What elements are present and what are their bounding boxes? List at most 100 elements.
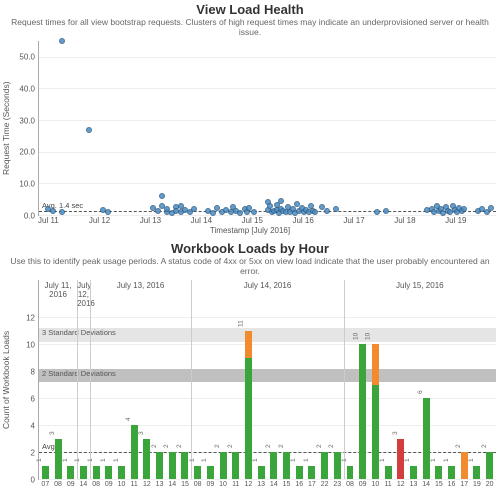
bar-hour-label: 15 bbox=[435, 481, 443, 488]
bar-segment bbox=[435, 466, 442, 479]
bar-segment bbox=[207, 466, 214, 479]
bar: 111 bbox=[385, 466, 392, 479]
bar: 210 bbox=[220, 452, 227, 479]
bar-hour-label: 13 bbox=[410, 481, 418, 488]
y-tick: 10.0 bbox=[19, 180, 35, 189]
bar-hour-label: 11 bbox=[384, 481, 391, 488]
bar-value-label: 3 bbox=[392, 431, 399, 435]
bar-segment bbox=[93, 466, 100, 479]
bar: 108 bbox=[194, 466, 201, 479]
bar-value-label: 3 bbox=[49, 431, 56, 435]
bar-value-label: 1 bbox=[430, 458, 437, 462]
bar: 117 bbox=[308, 466, 315, 479]
y-tick: 10 bbox=[26, 340, 35, 349]
date-header: July 13, 2016 bbox=[90, 282, 192, 291]
bar-value-label: 1 bbox=[87, 458, 94, 462]
bar-hour-label: 07 bbox=[41, 481, 49, 488]
bar-value-label: 6 bbox=[417, 391, 424, 395]
data-point bbox=[383, 208, 389, 214]
y-tick: 6 bbox=[31, 394, 35, 403]
y-tick: 12 bbox=[26, 313, 35, 322]
data-point bbox=[59, 38, 65, 44]
bar-hour-label: 08 bbox=[346, 481, 354, 488]
date-separator bbox=[77, 280, 78, 479]
date-separator bbox=[344, 280, 345, 479]
bar: 308 bbox=[55, 439, 62, 479]
data-point bbox=[312, 209, 318, 215]
bar-segment bbox=[105, 466, 112, 479]
bar-value-label: 2 bbox=[151, 444, 158, 448]
bar-hour-label: 16 bbox=[448, 481, 456, 488]
date-header: July 14, 2016 bbox=[191, 282, 343, 291]
bar-hour-label: 08 bbox=[92, 481, 100, 488]
bar-hour-label: 22 bbox=[321, 481, 329, 488]
y-axis-label: Count of Workbook Loads bbox=[0, 280, 12, 480]
bar-value-label: 2 bbox=[278, 444, 285, 448]
bar-hour-label: 12 bbox=[245, 481, 253, 488]
bar-segment bbox=[80, 466, 87, 479]
bar: 211 bbox=[232, 452, 239, 479]
y-tick: 0 bbox=[31, 476, 35, 485]
y-axis: 024681012 bbox=[12, 280, 38, 480]
y-tick: 2 bbox=[31, 448, 35, 457]
bar-value-label: 1 bbox=[443, 458, 450, 462]
bar-segment bbox=[131, 425, 138, 479]
bar-segment bbox=[156, 452, 163, 479]
bar: 614 bbox=[423, 398, 430, 479]
bar-segment bbox=[308, 466, 315, 479]
bar-value-label: 1 bbox=[252, 458, 259, 462]
x-axis-label: Timestamp [July 2016] bbox=[0, 226, 500, 235]
bar-value-label: 1 bbox=[100, 458, 107, 462]
bar: 217 bbox=[461, 452, 468, 479]
bar-hour-label: 11 bbox=[232, 481, 239, 488]
x-tick: Jul 15 bbox=[242, 216, 293, 225]
bar-segment bbox=[67, 466, 74, 479]
y-axis: 0.010.020.030.040.050.0 bbox=[12, 41, 38, 216]
bar-value-label: 11 bbox=[238, 320, 245, 327]
bar: 214 bbox=[270, 452, 277, 479]
x-tick: Jul 12 bbox=[89, 216, 140, 225]
bar-hour-label: 14 bbox=[168, 481, 176, 488]
bar-hour-label: 11 bbox=[131, 481, 138, 488]
bar-segment bbox=[118, 466, 125, 479]
date-header: July 11, 2016 bbox=[39, 282, 77, 300]
bar-value-label: 1 bbox=[379, 458, 386, 462]
bar-value-label: 2 bbox=[316, 444, 323, 448]
bar-plot-area: 2 Standard Deviations 3 Standard Deviatio… bbox=[38, 280, 496, 480]
date-separator bbox=[191, 280, 192, 479]
date-separator bbox=[90, 280, 91, 479]
bar-hour-label: 08 bbox=[54, 481, 62, 488]
bar-value-label: 2 bbox=[481, 444, 488, 448]
bar: 113 bbox=[258, 466, 265, 479]
bar-value-label: 2 bbox=[265, 444, 272, 448]
bar-segment bbox=[334, 452, 341, 479]
bar-segment bbox=[448, 466, 455, 479]
data-point bbox=[251, 209, 257, 215]
workbook-loads-chart: Workbook Loads by Hour Use this to ident… bbox=[0, 241, 500, 480]
bar: 110 bbox=[118, 466, 125, 479]
scatter-plot-area: Avg. 1.4 sec bbox=[38, 41, 496, 216]
chart-title: Workbook Loads by Hour bbox=[0, 241, 500, 256]
y-tick: 30.0 bbox=[19, 116, 35, 125]
bar-value-label: 2 bbox=[455, 444, 462, 448]
bar: 213 bbox=[156, 452, 163, 479]
bar-segment bbox=[270, 452, 277, 479]
band-label: 3 Standard Deviations bbox=[42, 328, 116, 337]
data-point bbox=[488, 205, 494, 211]
y-tick: 20.0 bbox=[19, 148, 35, 157]
bar: 107 bbox=[42, 466, 49, 479]
band-label: 2 Standard Deviations bbox=[42, 369, 116, 378]
bar-value-label: 2 bbox=[176, 444, 183, 448]
data-point bbox=[278, 198, 284, 204]
bar-hour-label: 17 bbox=[308, 481, 316, 488]
bar: 116 bbox=[448, 466, 455, 479]
bar-segment bbox=[372, 385, 379, 479]
bar-segment bbox=[194, 466, 201, 479]
bar-segment bbox=[169, 452, 176, 479]
bar-value-label: 10 bbox=[352, 333, 359, 340]
bar: 214 bbox=[169, 452, 176, 479]
bar: 312 bbox=[143, 439, 150, 479]
bar-segment bbox=[347, 466, 354, 479]
bar-value-label: 1 bbox=[189, 458, 196, 462]
bar-value-label: 2 bbox=[214, 444, 221, 448]
